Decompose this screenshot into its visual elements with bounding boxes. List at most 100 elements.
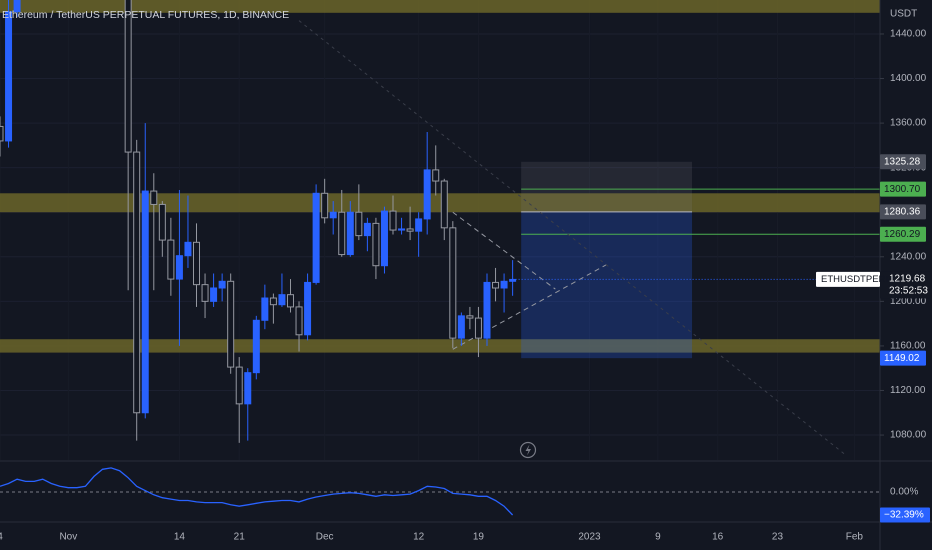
x-tick-label: 2023	[578, 532, 601, 543]
candle-body	[355, 211, 363, 237]
symbol-box	[816, 271, 880, 287]
candle-body	[252, 319, 260, 374]
candle-body	[13, 0, 21, 13]
x-tick-label: 19	[473, 532, 485, 543]
candle-body	[244, 372, 252, 405]
y-tick-label: 1360.00	[890, 118, 927, 129]
candle-body	[5, 11, 13, 142]
level-price-box	[880, 226, 926, 242]
candle-body	[432, 169, 440, 182]
x-tick-label: Feb	[846, 532, 864, 543]
price-marker-box	[880, 350, 926, 366]
x-tick-label: Dec	[316, 532, 334, 543]
candle-body	[466, 315, 474, 319]
candle-body	[218, 280, 226, 289]
x-tick-label: Nov	[59, 532, 77, 543]
candle-body	[193, 241, 201, 286]
candle-body	[338, 211, 346, 256]
x-tick-label: 12	[413, 532, 425, 543]
candle-body	[269, 297, 277, 306]
level-price-label: 1300.70	[884, 184, 921, 195]
candle-body	[201, 284, 209, 302]
last-price-box	[880, 271, 930, 299]
y-tick-label: 1240.00	[890, 251, 927, 262]
trendline	[452, 211, 556, 290]
candle-body	[167, 239, 175, 280]
candle-body	[363, 222, 371, 237]
y-tick-label: 1440.00	[890, 29, 927, 40]
candle-body	[423, 169, 431, 220]
candle-body	[124, 0, 132, 153]
x-tick-label: 9	[655, 532, 661, 543]
candle-body	[449, 227, 457, 339]
replay-icon[interactable]	[519, 441, 537, 459]
unit-label: USDT	[890, 9, 917, 20]
candle-body	[175, 255, 183, 280]
level-price-label: 1260.29	[884, 229, 921, 240]
oscillator-pane	[0, 467, 880, 516]
support-zone	[0, 193, 880, 213]
y-tick-label: 1160.00	[890, 341, 926, 352]
osc-value-box	[880, 507, 930, 523]
candle-body	[304, 281, 312, 336]
candle-body	[278, 294, 286, 306]
y-tick-label: 1400.00	[890, 73, 927, 84]
candle-body	[141, 190, 149, 414]
x-tick-label: 23	[772, 532, 784, 543]
x-tick-label: 21	[234, 532, 246, 543]
candle-body	[0, 125, 4, 142]
main-pane	[0, 0, 880, 456]
oscillator-line	[0, 467, 514, 516]
candle-body	[346, 211, 354, 256]
candle-body	[227, 280, 235, 368]
price-marker-label: 1325.28	[884, 156, 921, 167]
price-marker-box	[880, 154, 926, 170]
candle-body	[415, 218, 423, 232]
y-tick-label: 1200.00	[890, 296, 927, 307]
candle-body	[406, 228, 414, 232]
last-price-label: 1219.68	[889, 274, 926, 285]
osc-tick-label: 0.00%	[890, 487, 918, 498]
candle-body	[398, 228, 406, 231]
level-price-box	[880, 181, 926, 197]
x-tick-label: 14	[174, 532, 186, 543]
price-marker-label: 1149.02	[884, 353, 920, 364]
candle-body	[372, 222, 380, 267]
candle-body	[440, 180, 448, 229]
candle-body	[184, 241, 192, 257]
candle-body	[210, 287, 218, 302]
support-zone	[0, 0, 880, 13]
candle-body	[295, 306, 303, 336]
candle-body	[286, 294, 294, 308]
symbol-label: ETHUSDTPERP	[821, 274, 892, 285]
candle-body	[321, 192, 329, 219]
candle-body	[474, 317, 482, 339]
candle-body	[483, 281, 491, 339]
candle-body	[329, 211, 337, 219]
position-target-area	[521, 161, 693, 212]
candle-body	[261, 297, 269, 321]
candle-body	[235, 366, 243, 405]
trendline	[298, 20, 847, 456]
x-tick-label: 16	[712, 532, 724, 543]
candle-body	[150, 190, 158, 205]
candle-body	[457, 315, 465, 339]
candle-body	[380, 210, 388, 267]
osc-value-label: −32.39%	[884, 510, 924, 521]
candle-body	[158, 203, 166, 241]
candle-body	[500, 280, 508, 289]
candle-body	[312, 192, 320, 283]
price-marker-label: 1280.36	[884, 206, 921, 217]
chart-title: Ethereum / TetherUS PERPETUAL FUTURES, 1…	[2, 9, 289, 21]
y-tick-label: 1080.00	[890, 430, 927, 441]
support-zone	[0, 339, 880, 353]
countdown-label: 23:52:53	[889, 286, 928, 297]
candle-body	[492, 281, 500, 289]
candle-body	[133, 151, 141, 414]
x-tick-label: 4	[0, 532, 3, 543]
y-tick-label: 1120.00	[890, 385, 926, 396]
price-marker-box	[880, 204, 926, 220]
